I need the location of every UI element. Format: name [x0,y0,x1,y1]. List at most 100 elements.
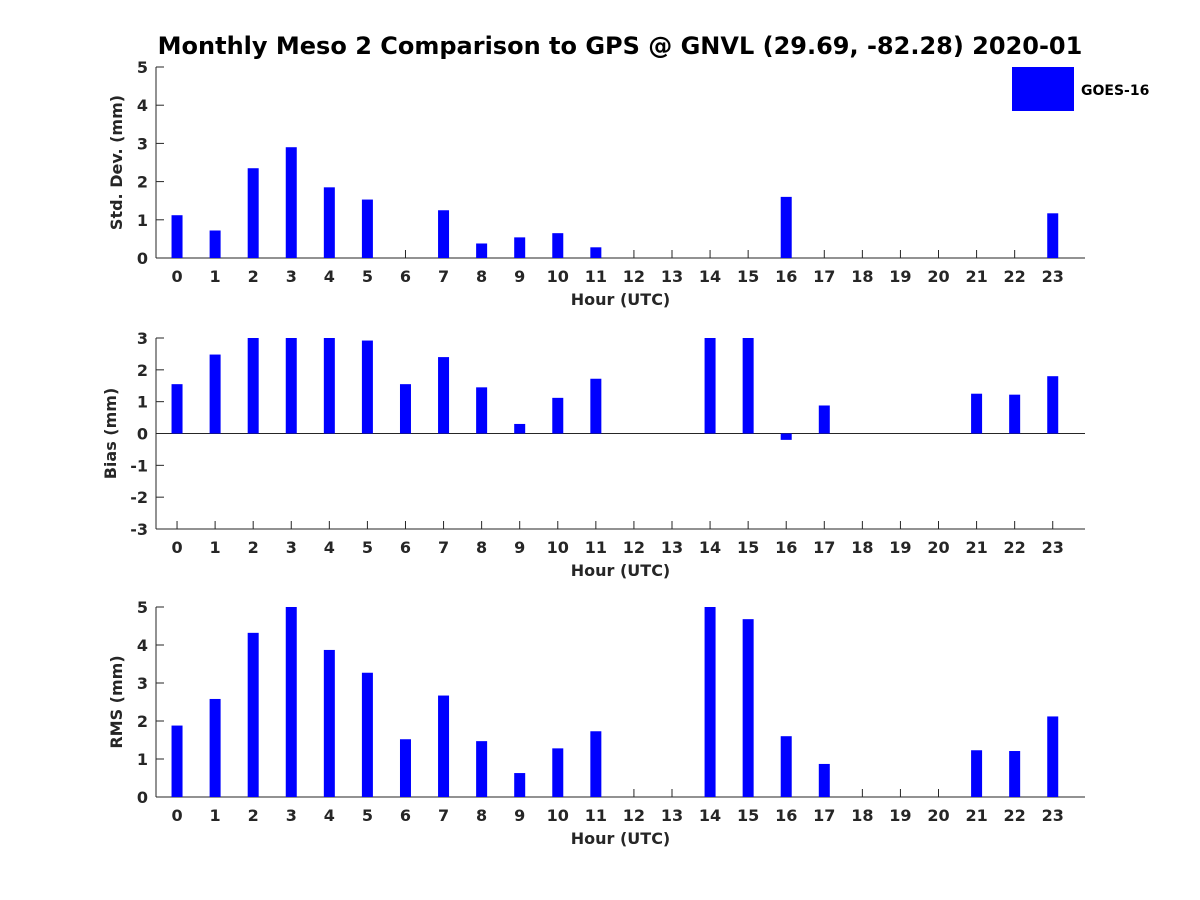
bar-hour-21 [971,393,983,434]
x-tick-label: 4 [324,538,335,557]
x-tick-label: 10 [547,806,569,825]
x-tick-label: 14 [699,538,721,557]
x-tick-label: 10 [547,538,569,557]
x-tick-label: 21 [965,267,987,286]
bar-hour-5 [361,199,373,258]
x-tick-label: 20 [927,538,949,557]
x-tick-label: 23 [1042,806,1064,825]
x-tick-label: 13 [661,538,683,557]
bar-hour-9 [514,423,526,434]
x-tick-label: 1 [210,806,221,825]
x-tick-label: 19 [889,806,911,825]
x-tick-label: 8 [476,538,487,557]
y-tick-label: 5 [137,598,148,617]
bar-hour-11 [590,378,602,434]
y-tick-label: 1 [137,750,148,769]
y-tick-label: 3 [137,329,148,348]
bar-hour-3 [285,607,297,797]
x-tick-label: 2 [248,806,259,825]
x-tick-label: 17 [813,267,835,286]
y-tick-label: 2 [137,361,148,380]
x-tick-label: 15 [737,538,759,557]
bar-hour-17 [818,405,830,434]
bar-hour-10 [552,748,564,797]
bar-hour-15 [742,619,754,797]
bar-hour-0 [171,725,183,797]
y-tick-label: 1 [137,393,148,412]
y-tick-label: 2 [137,712,148,731]
x-tick-label: 7 [438,267,449,286]
y-tick-label: 2 [137,173,148,192]
bar-hour-3 [285,147,297,258]
x-tick-label: 0 [171,538,182,557]
x-tick-label: 21 [965,806,987,825]
bar-hour-3 [285,338,297,434]
x-tick-label: 7 [438,806,449,825]
x-tick-label: 6 [400,267,411,286]
bar-hour-2 [247,168,259,258]
x-tick-label: 19 [889,538,911,557]
x-tick-label: 23 [1042,538,1064,557]
bar-hour-10 [552,233,564,258]
legend-swatch [1012,67,1074,111]
y-tick-label: 4 [137,96,148,115]
bar-hour-0 [171,215,183,258]
x-tick-label: 12 [623,806,645,825]
x-tick-label: 12 [623,267,645,286]
x-tick-label: 22 [1004,538,1026,557]
x-tick-label: 13 [661,267,683,286]
bar-hour-6 [399,739,411,797]
x-tick-label: 15 [737,267,759,286]
bar-hour-6 [399,384,411,434]
bar-hour-1 [209,354,221,434]
x-tick-label: 16 [775,538,797,557]
y-axis-label: RMS (mm) [107,655,126,748]
bar-hour-5 [361,340,373,434]
x-tick-label: 8 [476,267,487,286]
y-tick-label: -3 [130,520,148,539]
bar-hour-1 [209,230,221,258]
y-tick-label: -1 [130,456,148,475]
bar-hour-8 [476,243,488,258]
x-tick-label: 9 [514,538,525,557]
y-tick-label: 3 [137,134,148,153]
x-tick-label: 9 [514,806,525,825]
bar-hour-5 [361,672,373,797]
x-tick-label: 1 [210,538,221,557]
x-tick-label: 3 [286,806,297,825]
x-tick-label: 15 [737,806,759,825]
x-tick-label: 22 [1004,267,1026,286]
x-tick-label: 21 [965,538,987,557]
x-tick-label: 17 [813,806,835,825]
x-tick-label: 3 [286,267,297,286]
y-axis-label: Std. Dev. (mm) [107,95,126,230]
bar-hour-4 [323,187,335,258]
x-tick-label: 8 [476,806,487,825]
x-tick-label: 7 [438,538,449,557]
x-tick-label: 19 [889,267,911,286]
bar-hour-1 [209,698,221,797]
x-tick-label: 18 [851,267,873,286]
x-tick-label: 6 [400,538,411,557]
x-tick-label: 16 [775,806,797,825]
bar-hour-16 [780,196,792,258]
bar-hour-22 [1009,751,1021,797]
bar-hour-23 [1047,213,1059,258]
legend-label: GOES-16 [1081,83,1149,99]
x-tick-label: 18 [851,806,873,825]
bar-hour-11 [590,247,602,258]
x-tick-label: 1 [210,267,221,286]
legend: GOES-16 [1012,67,1149,111]
x-tick-label: 2 [248,538,259,557]
x-tick-label: 4 [324,267,335,286]
x-tick-label: 11 [585,806,607,825]
x-tick-label: 22 [1004,806,1026,825]
bar-hour-4 [323,338,335,434]
y-tick-label: 0 [137,788,148,807]
x-tick-label: 12 [623,538,645,557]
x-tick-label: 5 [362,267,373,286]
bar-hour-15 [742,338,754,434]
